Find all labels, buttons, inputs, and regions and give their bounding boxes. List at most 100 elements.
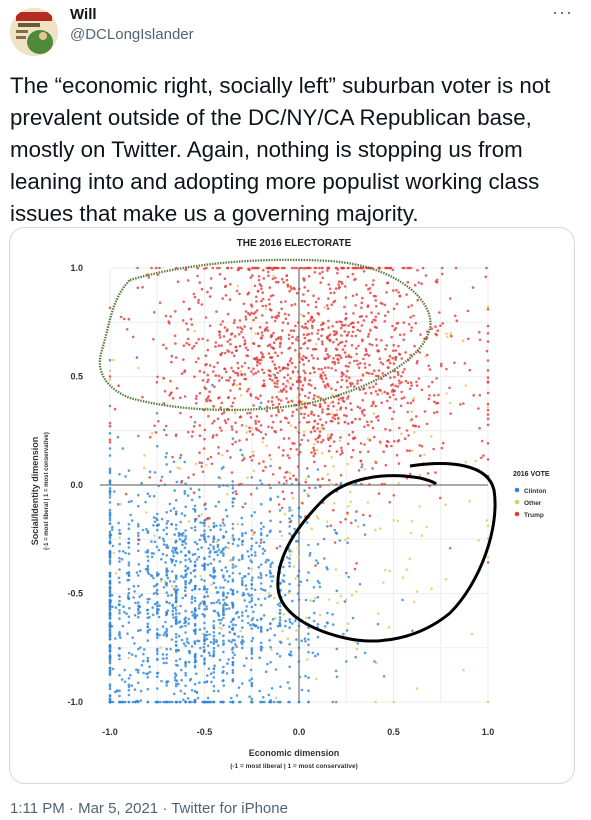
data-point-trump — [266, 329, 270, 332]
data-point-trump — [108, 441, 112, 444]
data-point-other — [215, 540, 219, 544]
data-point-trump — [337, 398, 341, 401]
data-point-clinton — [201, 521, 205, 525]
data-point-clinton — [217, 500, 221, 504]
data-point-clinton — [259, 625, 263, 629]
data-point-clinton — [158, 604, 161, 607]
data-point-trump — [291, 341, 294, 345]
data-point-trump — [404, 351, 407, 354]
x-tick-label: 0.5 — [387, 727, 400, 737]
data-point-clinton — [258, 656, 261, 659]
data-point-clinton — [138, 595, 141, 598]
data-point-trump — [290, 329, 293, 332]
data-point-clinton — [203, 585, 206, 588]
data-point-clinton — [146, 687, 150, 691]
data-point-other — [339, 594, 343, 598]
tweet-time[interactable]: 1:11 PM — [10, 800, 65, 817]
data-point-trump — [198, 391, 202, 395]
author-name[interactable]: Will — [70, 6, 97, 23]
tweet-media-chart[interactable]: THE 2016 ELECTORATE -1.0 -0.5 0.0 0.5 1.0 1.0… — [9, 227, 575, 784]
data-point-trump — [478, 394, 482, 397]
data-point-trump — [234, 371, 237, 375]
data-point-trump — [351, 330, 355, 334]
data-point-trump — [303, 300, 307, 303]
data-point-trump — [298, 443, 302, 446]
data-point-trump — [274, 276, 277, 280]
data-point-trump — [185, 341, 188, 345]
data-point-trump — [297, 321, 300, 324]
author-handle[interactable]: @DCLongIslander — [70, 26, 194, 43]
data-point-trump — [201, 379, 205, 382]
data-point-clinton — [195, 542, 199, 546]
data-point-trump — [211, 266, 215, 270]
data-point-other — [234, 411, 237, 415]
data-point-trump — [411, 424, 415, 427]
data-point-clinton — [172, 551, 175, 555]
data-point-clinton — [174, 512, 178, 516]
data-point-clinton — [184, 537, 187, 541]
data-point-trump — [337, 361, 340, 364]
data-point-trump — [431, 380, 434, 384]
avatar[interactable] — [10, 8, 58, 56]
data-point-trump — [264, 328, 267, 332]
data-point-trump — [236, 326, 240, 329]
data-point-trump — [208, 364, 212, 367]
data-point-other — [300, 313, 303, 316]
data-point-clinton — [142, 659, 145, 663]
y-tick-label: 0.0 — [70, 480, 83, 490]
data-point-trump — [279, 389, 283, 392]
data-point-trump — [250, 303, 253, 306]
data-point-other — [277, 390, 281, 394]
data-point-trump — [213, 385, 216, 388]
data-point-clinton — [193, 525, 197, 529]
data-point-clinton — [203, 524, 206, 527]
data-point-trump — [289, 387, 293, 391]
data-point-clinton — [269, 594, 272, 597]
data-point-trump — [271, 403, 275, 407]
data-point-trump — [191, 347, 194, 350]
data-point-clinton — [351, 616, 355, 620]
data-point-trump — [400, 375, 403, 378]
data-point-trump — [239, 415, 243, 418]
data-point-trump — [279, 342, 282, 346]
data-point-trump — [206, 339, 209, 342]
data-point-clinton — [165, 526, 168, 529]
data-point-other — [344, 598, 348, 602]
data-point-clinton — [189, 571, 193, 575]
data-point-trump — [327, 385, 330, 388]
tweet-date[interactable]: Mar 5, 2021 — [78, 800, 159, 817]
data-point-trump — [377, 266, 381, 270]
more-options-icon[interactable]: ··· — [552, 2, 573, 22]
data-point-other — [272, 274, 275, 278]
data-point-clinton — [182, 540, 186, 544]
data-point-trump — [205, 266, 208, 270]
data-point-trump — [306, 303, 310, 307]
tweet-source[interactable]: Twitter for iPhone — [171, 800, 288, 817]
data-point-clinton — [203, 638, 206, 641]
data-point-trump — [373, 435, 376, 439]
data-point-trump — [334, 354, 338, 357]
data-point-clinton — [303, 637, 307, 640]
data-point-clinton — [266, 662, 269, 666]
data-point-trump — [207, 414, 210, 418]
data-point-clinton — [307, 571, 310, 574]
data-point-clinton — [225, 514, 229, 518]
data-point-trump — [330, 367, 334, 370]
data-point-trump — [249, 416, 253, 419]
data-point-trump — [349, 402, 352, 405]
data-point-trump — [240, 330, 243, 334]
data-point-trump — [345, 414, 348, 418]
data-point-clinton — [174, 684, 178, 688]
data-point-other — [397, 482, 401, 485]
data-point-trump — [285, 274, 288, 278]
data-point-clinton — [205, 633, 208, 637]
data-point-clinton — [108, 404, 112, 408]
data-point-clinton — [212, 535, 216, 538]
data-point-clinton — [231, 571, 235, 575]
data-point-trump — [478, 426, 481, 430]
data-point-clinton — [203, 658, 206, 662]
data-point-clinton — [236, 590, 239, 594]
data-point-trump — [291, 410, 295, 414]
chart-title: THE 2016 ELECTORATE — [237, 238, 352, 249]
